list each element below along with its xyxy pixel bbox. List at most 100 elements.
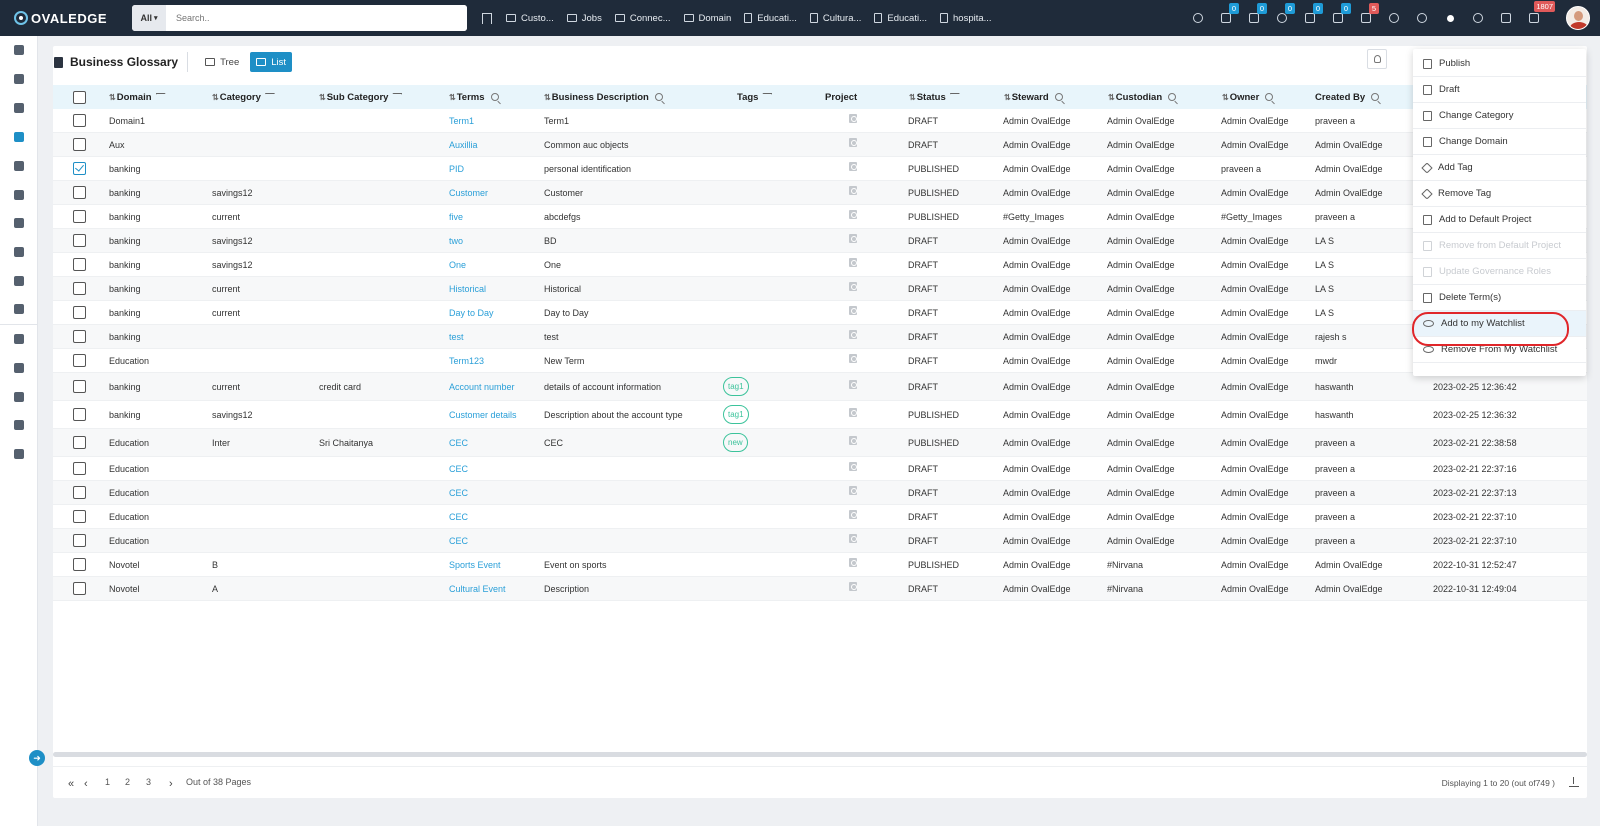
table-row[interactable]: Aux Auxillia Common auc objects DRAFT Admin … — [53, 133, 1587, 157]
menu-item-remove-tag[interactable]: Remove Tag — [1413, 181, 1586, 207]
messages-icon[interactable]: 0 — [1219, 3, 1239, 25]
term-link[interactable]: PID — [449, 163, 465, 174]
tree-view-button[interactable]: Tree — [199, 52, 245, 72]
table-row[interactable]: Education CEC DRAFT Admin OvalEdge Admin Ova… — [53, 481, 1587, 505]
filter-icon[interactable] — [950, 94, 958, 100]
menu-item-delete-term-s[interactable]: Delete Term(s) — [1413, 285, 1586, 311]
project-icon[interactable] — [849, 133, 857, 156]
recent-tab[interactable]: Jobs — [566, 13, 602, 24]
expand-sidebar-button[interactable]: ➜ — [29, 750, 45, 766]
sort-icon[interactable]: ⇅ — [212, 92, 219, 102]
help-icon[interactable] — [1471, 11, 1485, 25]
table-row[interactable]: banking current five abcdefgs PUBLISHED #Gett… — [53, 205, 1587, 229]
rocket-icon[interactable] — [1387, 11, 1401, 25]
first-page-icon[interactable]: « — [68, 778, 75, 790]
table-row[interactable]: Education CEC DRAFT Admin OvalEdge Admin Ova… — [53, 457, 1587, 481]
image-icon[interactable] — [13, 189, 25, 201]
table-row[interactable]: banking savings12 two BD DRAFT Admin OvalEdge… — [53, 229, 1587, 253]
term-link[interactable]: Sports Event — [449, 559, 501, 570]
col-category[interactable]: ⇅ Category — [212, 85, 273, 109]
filter-icon[interactable] — [156, 94, 164, 100]
table-row[interactable]: banking test test DRAFT Admin OvalEdge Admin … — [53, 325, 1587, 349]
row-checkbox[interactable] — [73, 325, 86, 348]
col-domain[interactable]: ⇅ Domain — [109, 85, 164, 109]
row-checkbox[interactable] — [73, 577, 86, 600]
tag-chip[interactable]: tag1 — [723, 377, 749, 396]
table-row[interactable]: Education CEC DRAFT Admin OvalEdge Admin Ova… — [53, 505, 1587, 529]
project-icon[interactable] — [849, 277, 857, 300]
term-link[interactable]: CEC — [449, 511, 469, 522]
chat-icon[interactable]: 0 — [1247, 3, 1267, 25]
recent-tab[interactable]: Cultura... — [809, 13, 861, 24]
row-checkbox[interactable] — [73, 529, 86, 552]
menu-item-remove-from-my-watchlist[interactable]: Remove From My Watchlist — [1413, 337, 1586, 363]
term-link[interactable]: test — [449, 331, 464, 342]
database-icon[interactable] — [13, 303, 25, 315]
search-icon[interactable] — [1054, 93, 1063, 101]
filter-icon[interactable] — [392, 94, 400, 100]
term-link[interactable]: Customer — [449, 187, 489, 198]
table-row[interactable]: Education Inter Sri Chaitanya CEC CEC new PUBL… — [53, 429, 1587, 457]
fullscreen-icon[interactable] — [1499, 11, 1513, 25]
row-checkbox[interactable] — [73, 229, 86, 252]
jobs-icon[interactable] — [13, 362, 25, 374]
bookmark-icon[interactable] — [482, 12, 492, 27]
row-checkbox[interactable] — [73, 253, 86, 276]
lightbulb-icon[interactable] — [1367, 49, 1387, 69]
term-link[interactable]: Historical — [449, 283, 487, 294]
connector-icon[interactable] — [13, 391, 25, 403]
term-link[interactable]: Auxillia — [449, 139, 478, 150]
project-icon[interactable] — [849, 157, 857, 180]
col-project[interactable]: Project — [825, 85, 857, 109]
sort-icon[interactable]: ⇅ — [1222, 92, 1229, 102]
glossary-icon[interactable] — [0, 123, 38, 151]
sort-icon[interactable]: ⇅ — [449, 92, 456, 102]
row-checkbox[interactable] — [73, 205, 86, 228]
menu-item-add-to-default-project[interactable]: Add to Default Project — [1413, 207, 1586, 233]
row-checkbox[interactable] — [73, 401, 86, 428]
row-checkbox[interactable] — [73, 301, 86, 324]
menu-item-publish[interactable]: Publish — [1413, 51, 1586, 77]
col-sub-category[interactable]: ⇅ Sub Category — [319, 85, 400, 109]
project-icon[interactable] — [849, 253, 857, 276]
table-row[interactable]: banking current credit card Account number d… — [53, 373, 1587, 401]
ovaledge-logo[interactable]: OVALEDGE — [0, 11, 130, 26]
row-checkbox[interactable] — [73, 277, 86, 300]
project-icon[interactable] — [849, 325, 857, 348]
horizontal-scrollbar[interactable] — [53, 752, 1587, 757]
term-link[interactable]: five — [449, 211, 464, 222]
project-icon[interactable] — [849, 577, 857, 600]
home-icon[interactable] — [13, 44, 25, 56]
col-terms[interactable]: ⇅ Terms — [449, 85, 499, 109]
download-icon[interactable] — [1569, 777, 1579, 787]
table-row[interactable]: Domain1 Term1 Term1 DRAFT Admin OvalEdge Admi… — [53, 109, 1587, 133]
menu-item-draft[interactable]: Draft — [1413, 77, 1586, 103]
table-row[interactable]: banking current Historical Historical DRAFT A… — [53, 277, 1587, 301]
admin-icon[interactable] — [13, 448, 25, 460]
project-icon[interactable] — [849, 301, 857, 324]
user-avatar[interactable] — [1566, 6, 1590, 30]
sort-icon[interactable]: ⇅ — [109, 92, 116, 102]
term-link[interactable]: CEC — [449, 463, 469, 474]
select-all-checkbox[interactable] — [73, 85, 86, 109]
term-link[interactable]: CEC — [449, 487, 469, 498]
project-icon[interactable] — [849, 457, 857, 480]
col-custodian[interactable]: ⇅ Custodian — [1108, 85, 1177, 109]
status-dot-icon[interactable] — [1443, 11, 1457, 25]
filter-icon[interactable] — [265, 94, 273, 100]
recent-tab[interactable]: Custo... — [506, 13, 554, 24]
sort-icon[interactable]: ⇅ — [319, 92, 326, 102]
col-created-by[interactable]: Created By — [1315, 85, 1380, 109]
tag-icon[interactable] — [13, 73, 25, 85]
table-row[interactable]: Novotel A Cultural Event Description DRAFT Ad… — [53, 577, 1587, 601]
row-checkbox[interactable] — [73, 457, 86, 480]
row-checkbox[interactable] — [73, 133, 86, 156]
list-view-button[interactable]: List — [250, 52, 293, 72]
table-row[interactable]: banking savings12 One One DRAFT Admin OvalEdg… — [53, 253, 1587, 277]
lineage-icon[interactable] — [13, 246, 25, 258]
sort-icon[interactable]: ⇅ — [909, 92, 916, 102]
sort-icon[interactable]: ⇅ — [544, 92, 551, 102]
catalog-icon[interactable] — [13, 102, 25, 114]
row-checkbox[interactable] — [73, 181, 86, 204]
row-checkbox[interactable] — [73, 481, 86, 504]
